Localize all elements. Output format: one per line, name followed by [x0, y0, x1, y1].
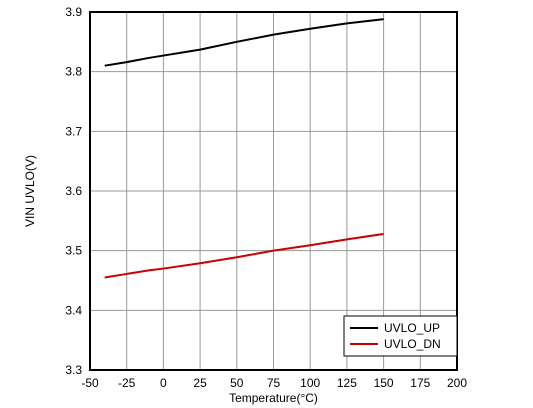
x-axis-title: Temperature(°C) [229, 391, 318, 405]
x-tick-label: 150 [374, 376, 394, 390]
legend: UVLO_UP UVLO_DN [343, 315, 458, 357]
y-tick-labels: 3.3 3.4 3.5 3.6 3.7 3.8 3.9 [65, 5, 82, 377]
series-line-uvlo-dn [104, 232, 384, 279]
legend-label-uvlo-dn: UVLO_DN [384, 337, 441, 351]
x-tick-label: -50 [81, 376, 99, 390]
x-tick-label: 50 [230, 376, 244, 390]
x-tick-label: 75 [267, 376, 281, 390]
series-layer [104, 18, 384, 279]
y-tick-label: 3.5 [65, 244, 82, 258]
x-tick-label: 25 [193, 376, 207, 390]
y-tick-label: 3.6 [65, 184, 82, 198]
x-tick-label: -25 [118, 376, 136, 390]
x-tick-label: 125 [337, 376, 357, 390]
y-axis-title: VIN UVLO(V) [23, 155, 37, 227]
legend-label-uvlo-up: UVLO_UP [384, 321, 440, 335]
x-tick-label: 200 [447, 376, 467, 390]
y-tick-label: 3.8 [65, 65, 82, 79]
x-tick-label: 100 [300, 376, 320, 390]
y-tick-label: 3.4 [65, 303, 82, 317]
plot-frame [89, 11, 458, 371]
x-tick-label: 175 [410, 376, 430, 390]
series-line-uvlo-up [104, 18, 384, 67]
y-tick-label: 3.7 [65, 124, 82, 138]
legend-box [343, 315, 458, 357]
y-tick-label: 3.3 [65, 363, 82, 377]
x-tick-label: 0 [160, 376, 167, 390]
x-tick-labels: -50 -25 0 25 50 75 100 125 150 175 200 [81, 376, 467, 390]
y-tick-label: 3.9 [65, 5, 82, 19]
